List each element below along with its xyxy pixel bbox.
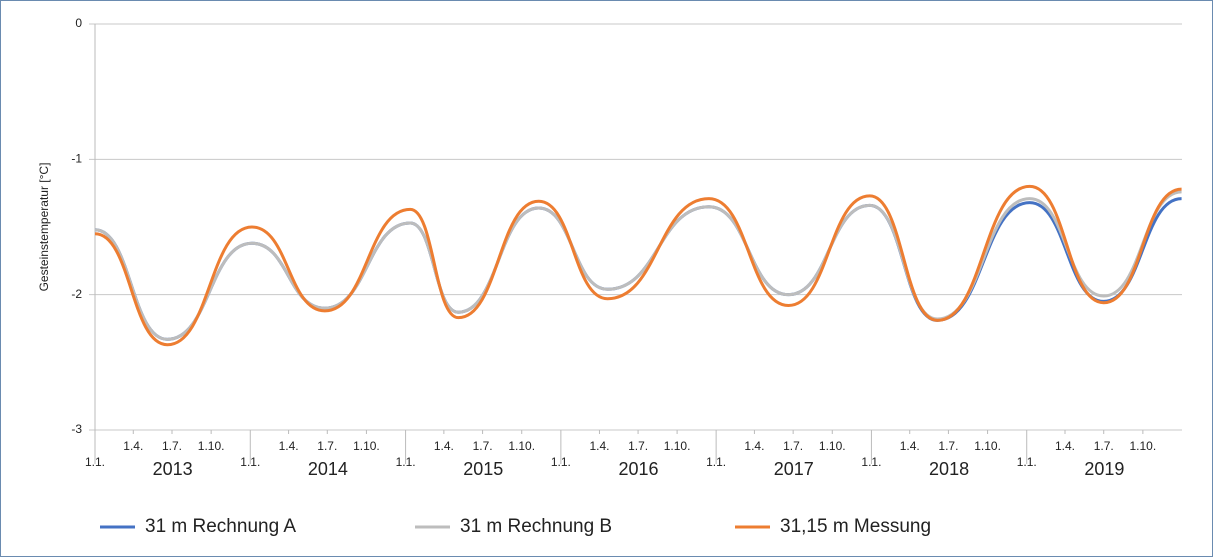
- series-line: [94, 190, 1182, 341]
- x-tick-label: 1.4.: [434, 439, 454, 453]
- x-tick-label: 1.4.: [589, 439, 609, 453]
- x-tick-label: 1.7.: [628, 439, 648, 453]
- x-tick-label: 1.10.: [353, 439, 380, 453]
- x-tick-label: 1.10.: [198, 439, 225, 453]
- x-tick-label: 1.1.: [706, 455, 726, 469]
- legend-label: 31,15 m Messung: [780, 516, 931, 537]
- x-tick-label: 1.7.: [783, 439, 803, 453]
- x-tick-label: 1.10.: [1130, 439, 1157, 453]
- year-label: 2014: [308, 459, 348, 479]
- x-tick-label: 1.7.: [473, 439, 493, 453]
- y-tick-label: 0: [75, 16, 82, 30]
- x-tick-label: 1.4.: [1055, 439, 1075, 453]
- year-label: 2017: [774, 459, 814, 479]
- x-tick-label: 1.1.: [1017, 455, 1037, 469]
- y-tick-label: -2: [71, 287, 82, 301]
- x-tick-label: 1.10.: [508, 439, 535, 453]
- x-tick-label: 1.10.: [819, 439, 846, 453]
- year-label: 2013: [153, 459, 193, 479]
- x-tick-label: 1.7.: [938, 439, 958, 453]
- x-tick-label: 1.1.: [240, 455, 260, 469]
- x-tick-label: 1.1.: [861, 455, 881, 469]
- legend-label: 31 m Rechnung A: [145, 516, 296, 537]
- x-tick-label: 1.10.: [974, 439, 1001, 453]
- year-label: 2016: [618, 459, 658, 479]
- x-tick-label: 1.10.: [664, 439, 691, 453]
- x-tick-label: 1.1.: [551, 455, 571, 469]
- x-tick-label: 1.7.: [317, 439, 337, 453]
- x-tick-label: 1.4.: [900, 439, 920, 453]
- x-tick-label: 1.1.: [396, 455, 416, 469]
- x-tick-label: 1.1.: [85, 455, 105, 469]
- x-tick-label: 1.4.: [744, 439, 764, 453]
- x-tick-label: 1.4.: [279, 439, 299, 453]
- y-tick-label: -1: [71, 152, 82, 166]
- year-label: 2015: [463, 459, 503, 479]
- y-axis-label: Gesteinstemperatur [°C]: [37, 163, 51, 292]
- legend-label: 31 m Rechnung B: [460, 516, 612, 537]
- year-label: 2018: [929, 459, 969, 479]
- x-tick-label: 1.7.: [162, 439, 182, 453]
- x-tick-label: 1.4.: [123, 439, 143, 453]
- y-tick-label: -3: [71, 422, 82, 436]
- series-line: [94, 184, 1182, 347]
- x-tick-label: 1.7.: [1094, 439, 1114, 453]
- year-label: 2019: [1084, 459, 1124, 479]
